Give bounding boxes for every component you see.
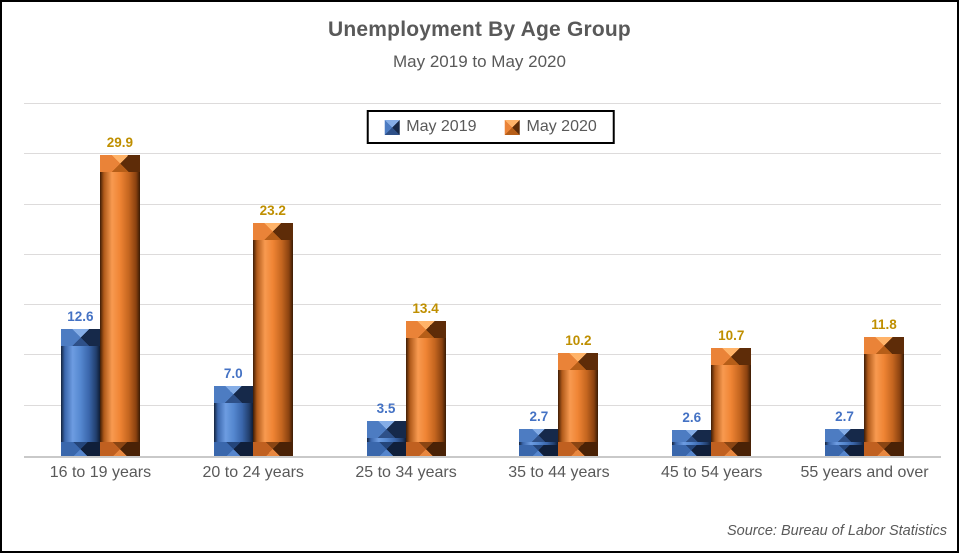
- gridline: [24, 304, 941, 306]
- bar-column: 2.7: [825, 408, 865, 456]
- source-note: Source: Bureau of Labor Statistics: [726, 523, 947, 539]
- chart-subtitle: May 2019 to May 2020: [393, 52, 566, 71]
- x-axis: 16 to 19 years 20 to 24 years 25 to 34 yea…: [24, 464, 941, 482]
- bar-group: 2.7 10.2: [482, 104, 635, 456]
- bar-bottom-bevel: [99, 442, 140, 456]
- bar-group: 2.7 11.8: [788, 104, 941, 456]
- legend-item-may-2019: May 2019: [384, 118, 477, 136]
- gridline: [24, 103, 941, 104]
- value-label: 2.7: [835, 408, 854, 424]
- bar-may-2020: [558, 353, 599, 456]
- bar-may-2019: [519, 428, 559, 456]
- bar-group: 12.6 29.9: [24, 104, 177, 456]
- bar-bottom-bevel: [213, 442, 253, 456]
- gridline: [24, 404, 941, 406]
- bar-bottom-bevel: [864, 442, 905, 456]
- bar-bottom-bevel: [825, 444, 865, 456]
- gridline: [24, 153, 941, 155]
- bar-top-bevel: [252, 222, 293, 240]
- value-label: 10.2: [565, 333, 592, 349]
- x-axis-label: 16 to 19 years: [49, 464, 152, 481]
- bar-may-2020: [405, 321, 446, 456]
- value-label: 12.6: [67, 309, 94, 325]
- bar-may-2020: [864, 337, 905, 456]
- value-label: 11.8: [871, 317, 897, 333]
- bar-top-bevel: [213, 385, 253, 403]
- bar-top-bevel: [60, 329, 100, 347]
- bar-may-2020: [252, 222, 293, 456]
- bar-may-2020: [711, 348, 752, 456]
- bar-may-2019: [366, 420, 406, 456]
- bar-top-bevel: [864, 337, 905, 355]
- x-axis-label: 45 to 54 years: [661, 464, 763, 481]
- bar-groups: 12.6 29.9 7.0 23.2 3.5 13.4 2.7 10.2 2.6 10.7 2.7 1…: [24, 104, 941, 456]
- x-axis-label: 35 to 44 years: [508, 464, 610, 481]
- bar-bottom-bevel: [366, 442, 406, 456]
- gridline: [24, 253, 941, 255]
- bar-bottom-bevel: [711, 442, 752, 456]
- bar-may-2020: [99, 155, 140, 456]
- bar-column: 13.4: [405, 301, 446, 456]
- bar-group: 7.0 23.2: [177, 104, 330, 456]
- bar-column: 2.7: [519, 408, 559, 456]
- value-label: 29.9: [106, 135, 134, 151]
- bar-top-bevel: [672, 429, 712, 443]
- legend-label: May 2019: [406, 118, 477, 135]
- bar-may-2019: [60, 329, 100, 456]
- bar-top-bevel: [99, 155, 140, 173]
- bar-column: 10.2: [558, 333, 599, 456]
- x-axis-label: 25 to 34 years: [355, 464, 457, 481]
- chart-title: Unemployment By Age Group: [328, 18, 631, 41]
- bar-column: 12.6: [60, 309, 100, 456]
- bar-bottom-bevel: [252, 442, 293, 456]
- legend-marker-icon: [384, 119, 400, 135]
- bar-column: 7.0: [213, 365, 253, 456]
- bar-bottom-bevel: [60, 442, 100, 456]
- legend-marker-icon: [504, 119, 520, 135]
- value-label: 3.5: [376, 400, 396, 416]
- x-axis-label: 20 to 24 years: [202, 464, 304, 481]
- bar-top-bevel: [519, 428, 559, 442]
- bar-bottom-bevel: [672, 445, 712, 456]
- value-label: 13.4: [412, 301, 439, 317]
- gridline: [24, 354, 941, 356]
- bar-column: 3.5: [366, 400, 406, 456]
- bar-may-2019: [213, 385, 253, 456]
- bar-column: 11.8: [864, 317, 905, 456]
- bar-bottom-bevel: [558, 442, 599, 456]
- bar-group: 2.6 10.7: [635, 104, 788, 456]
- bar-may-2019: [825, 428, 865, 456]
- value-label: 10.7: [718, 328, 745, 344]
- bar-bottom-bevel: [405, 442, 446, 456]
- legend-label: May 2020: [526, 118, 597, 135]
- bar-top-bevel: [825, 428, 865, 442]
- bar-column: 10.7: [711, 328, 752, 456]
- bar-column: 23.2: [252, 202, 293, 456]
- bar-bottom-bevel: [519, 444, 559, 456]
- bar-top-bevel: [405, 321, 446, 339]
- plot-area: 12.6 29.9 7.0 23.2 3.5 13.4 2.7 10.2 2.6 10.7 2.7 1…: [24, 103, 941, 458]
- value-label: 2.7: [529, 408, 549, 424]
- x-axis-label: 55 years and over: [800, 464, 929, 481]
- value-label: 2.6: [682, 409, 702, 425]
- bar-may-2019: [672, 429, 712, 456]
- bar-column: 29.9: [99, 135, 140, 456]
- value-label: 23.2: [259, 202, 286, 218]
- bar-top-bevel: [558, 353, 599, 371]
- bar-top-bevel: [366, 420, 406, 438]
- bar-group: 3.5 13.4: [330, 104, 483, 456]
- bar-top-bevel: [711, 348, 752, 366]
- bar-column: 2.6: [672, 409, 712, 456]
- legend-item-may-2020: May 2020: [504, 118, 597, 136]
- gridline: [24, 203, 941, 205]
- value-label: 7.0: [223, 365, 243, 381]
- legend: May 2019 May 2020: [366, 110, 615, 144]
